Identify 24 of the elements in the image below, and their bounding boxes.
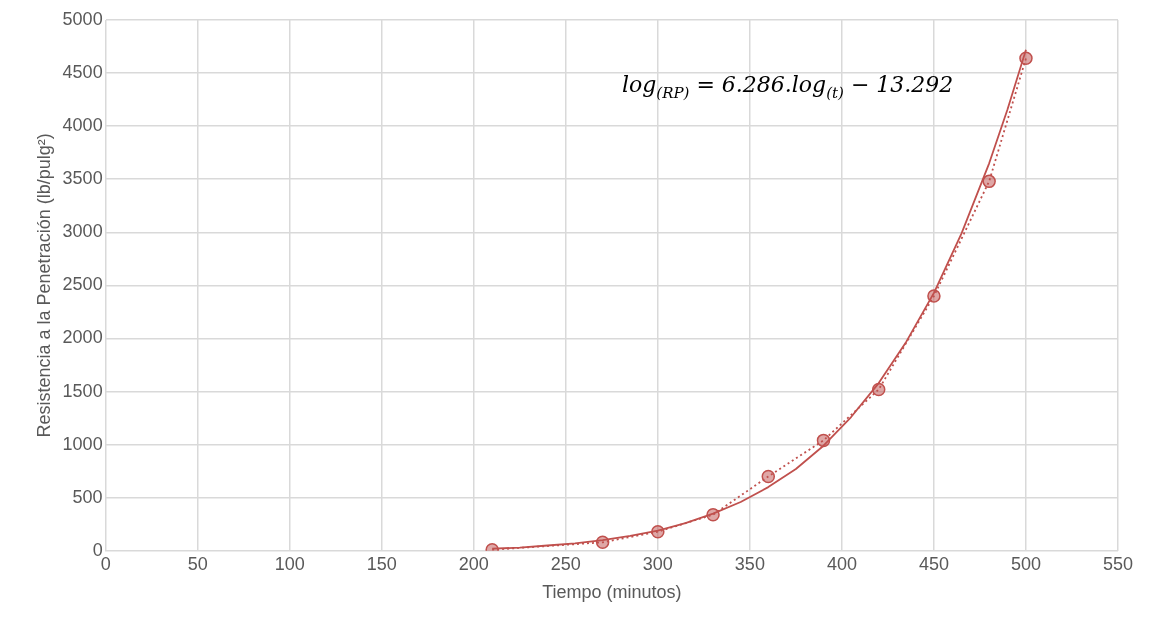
x-tick-label: 300 (642, 553, 673, 574)
y-axis-title: Resistencia a la Penetración (lb/pulg²) (33, 133, 54, 438)
y-tick-label: 2500 (62, 274, 103, 295)
x-tick-label: 550 (1102, 553, 1134, 574)
x-tick-label: 450 (918, 553, 949, 574)
y-tick-label: 2000 (62, 327, 103, 348)
x-tick-label: 50 (187, 553, 208, 574)
y-tick-label: 3500 (62, 168, 103, 189)
y-tick-label: 1500 (62, 380, 103, 401)
y-tick-label: 4500 (62, 62, 103, 83)
x-axis-title: Tiempo (minutos) (542, 582, 682, 603)
y-tick-label: 4000 (62, 115, 103, 136)
x-tick-label: 400 (826, 553, 857, 574)
y-tick-label: 1000 (62, 433, 103, 454)
x-tick-label: 200 (458, 553, 489, 574)
x-tick-label: 250 (550, 553, 581, 574)
y-tick-label: 0 (92, 539, 103, 560)
x-tick-label: 100 (274, 553, 305, 574)
y-tick-label: 3000 (62, 221, 103, 242)
x-tick-label: 150 (366, 553, 397, 574)
y-tick-label: 5000 (62, 8, 103, 29)
y-tick-label: 500 (72, 486, 103, 507)
x-tick-label: 500 (1010, 553, 1041, 574)
x-tick-label: 350 (734, 553, 765, 574)
